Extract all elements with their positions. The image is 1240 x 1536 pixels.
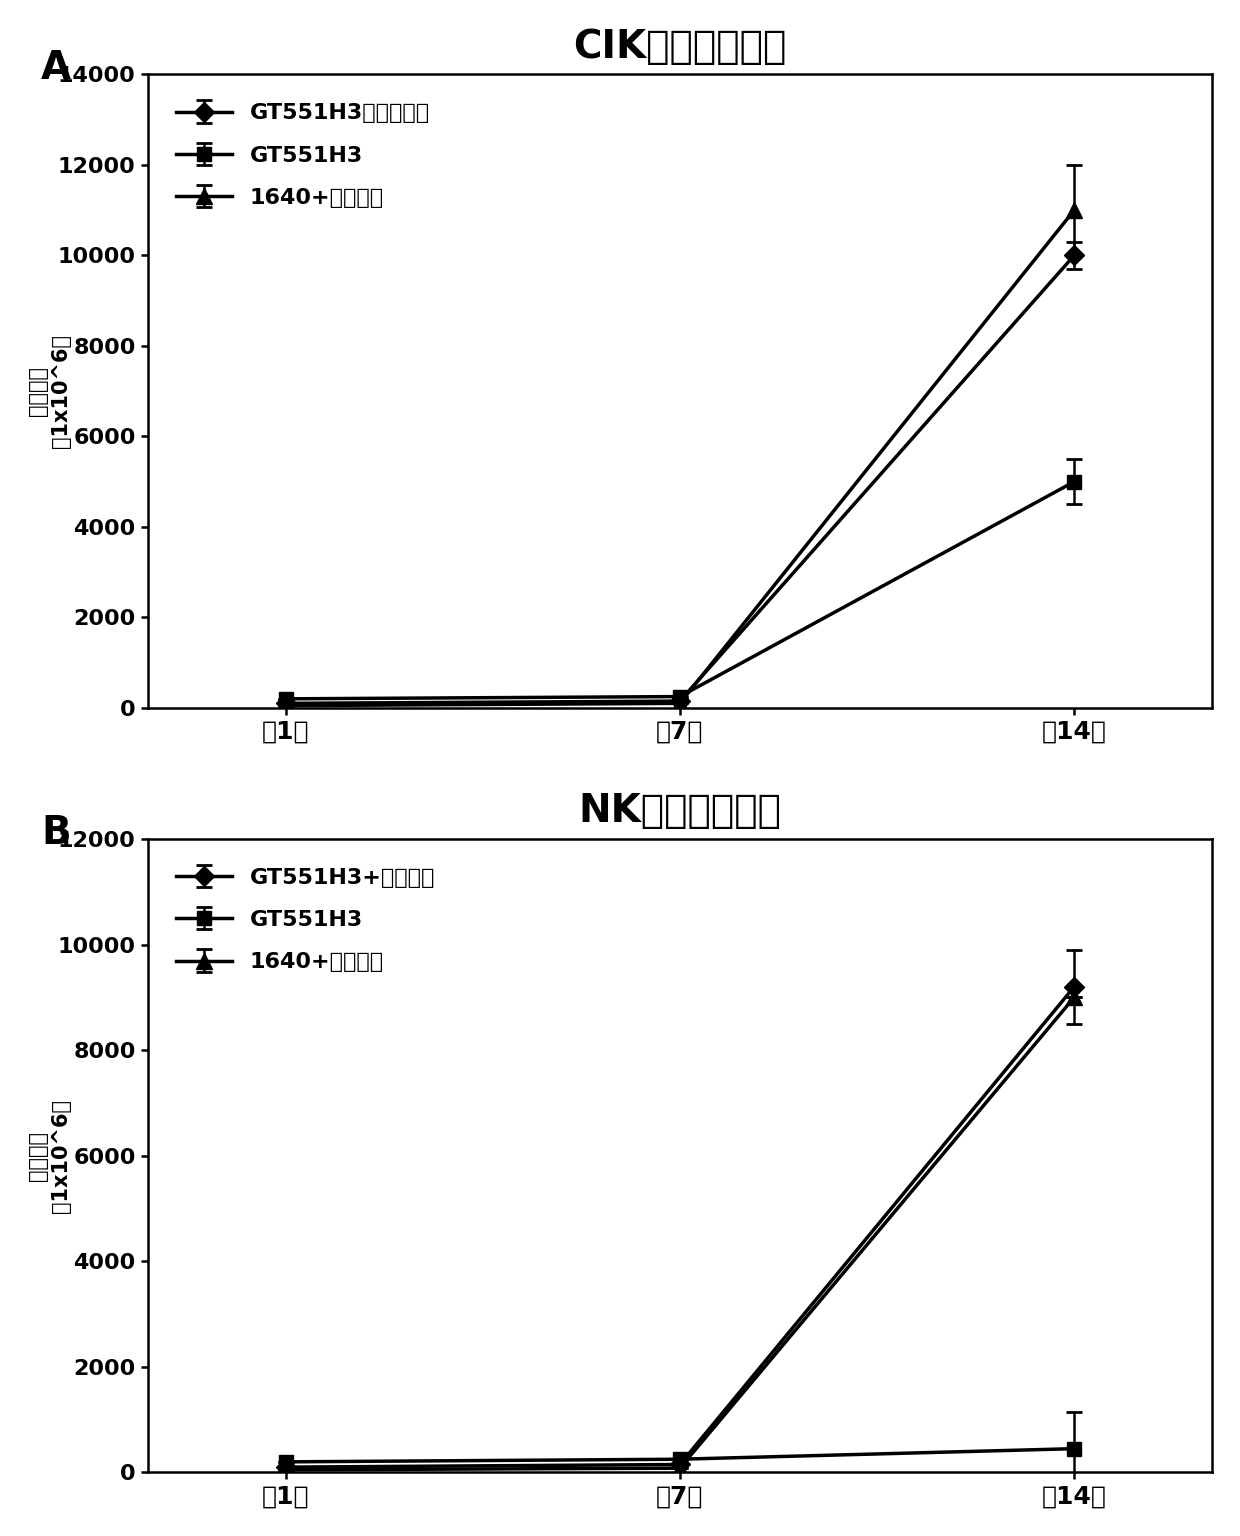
Title: NK细胞体外扩增: NK细胞体外扩增 bbox=[578, 793, 781, 831]
Text: B: B bbox=[41, 814, 71, 851]
Text: A: A bbox=[41, 49, 71, 88]
Y-axis label: 细胞数量
（1x10^6）: 细胞数量 （1x10^6） bbox=[27, 335, 71, 449]
Y-axis label: 细胞数量
（1x10^6）: 细胞数量 （1x10^6） bbox=[27, 1098, 71, 1213]
Legend: GT551H3+滋养细胞, GT551H3, 1640+胎牛血清: GT551H3+滋养细胞, GT551H3, 1640+胎牛血清 bbox=[159, 849, 453, 991]
Legend: GT551H3＋宿主细胞, GT551H3, 1640+胎牛血清: GT551H3＋宿主细胞, GT551H3, 1640+胎牛血清 bbox=[159, 86, 448, 226]
Title: CIK细胞体外扩增: CIK细胞体外扩增 bbox=[573, 28, 786, 66]
